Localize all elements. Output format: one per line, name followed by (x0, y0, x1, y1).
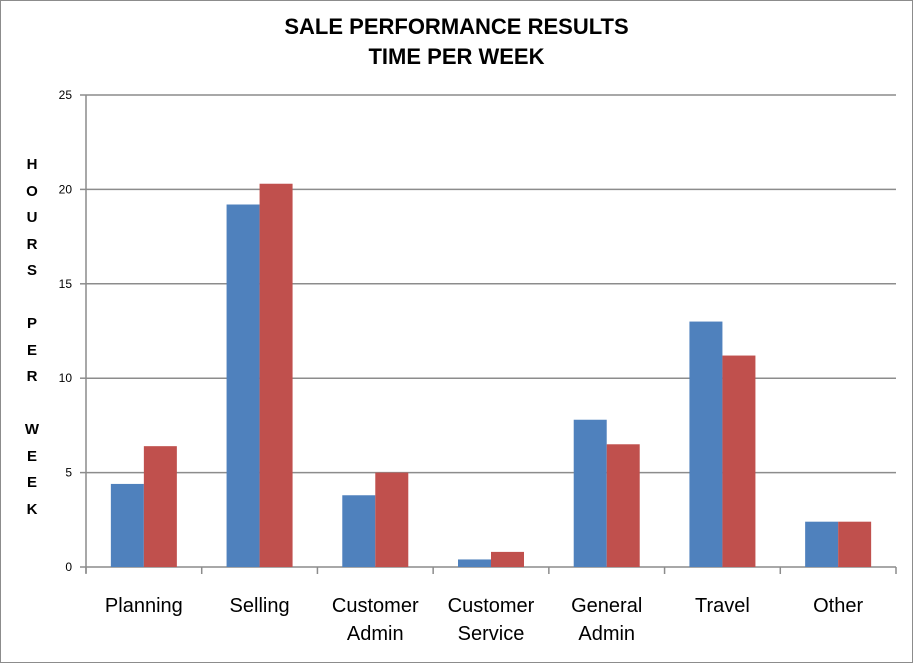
bar-series-2 (838, 521, 872, 567)
bar-series-1 (226, 204, 260, 567)
y-axis-label-letter: S (26, 262, 37, 279)
bar-series-2 (259, 183, 293, 567)
bar-series-2 (143, 446, 177, 567)
y-axis-label-letter: E (26, 474, 37, 491)
y-axis-label-letter: H (26, 156, 38, 173)
bar-series-2 (375, 472, 409, 567)
y-tick-label: 15 (59, 277, 73, 291)
y-tick-label: 25 (59, 88, 73, 102)
y-axis-label-letter: E (26, 447, 37, 465)
bar-series-2 (722, 355, 756, 567)
x-category-label-line: Admin (578, 623, 635, 645)
x-category-label: Planning (105, 595, 183, 617)
x-category-label-line: Admin (347, 623, 404, 645)
x-category-label: Customer Service (448, 595, 535, 645)
x-category-label-line: Other (813, 595, 863, 617)
x-category-label-line: General (571, 595, 642, 617)
bar-series-1 (458, 559, 491, 567)
x-category-label: Customer Admin (332, 595, 419, 645)
chart-title-block: SALE PERFORMANCE RESULTS TIME PER WEEK (0, 12, 913, 72)
x-category-label: Selling (230, 595, 290, 617)
x-category-label-line: Customer (332, 595, 419, 617)
y-axis-label-letter: R (26, 235, 38, 253)
bar-series-2 (491, 551, 524, 567)
x-category-label-line: Selling (230, 595, 290, 617)
x-category-label-line: Customer (448, 595, 535, 617)
y-axis-label-letter: W (24, 421, 40, 438)
y-axis-label-letter: P (26, 315, 37, 332)
y-tick-label: 10 (59, 371, 73, 385)
y-tick-label: 20 (59, 182, 73, 196)
bar-series-1 (342, 495, 376, 567)
x-category-label-line: Travel (695, 595, 750, 617)
bar-series-1 (805, 521, 839, 567)
y-axis-label-letter: E (26, 341, 37, 359)
chart-subtitle: TIME PER WEEK (368, 44, 545, 69)
x-category-label-line: Planning (105, 595, 183, 617)
x-category-label: General Admin (571, 595, 642, 645)
bar-series-1 (110, 483, 144, 567)
y-axis-label-letter: R (26, 368, 38, 385)
x-category-label: Travel (695, 595, 750, 617)
x-category-label: Other (813, 595, 863, 617)
bar-series-2 (606, 444, 640, 567)
y-tick-label: 0 (65, 560, 72, 574)
y-tick-label: 5 (65, 466, 72, 480)
y-axis-label-letter: K (26, 500, 38, 518)
bar-series-1 (689, 321, 723, 567)
y-axis-label-letter: O (26, 182, 38, 200)
chart-title: SALE PERFORMANCE RESULTS (284, 14, 629, 39)
bar-series-1 (573, 419, 607, 567)
x-category-label-line: Service (458, 623, 525, 645)
y-axis-label-letter: U (26, 209, 38, 226)
